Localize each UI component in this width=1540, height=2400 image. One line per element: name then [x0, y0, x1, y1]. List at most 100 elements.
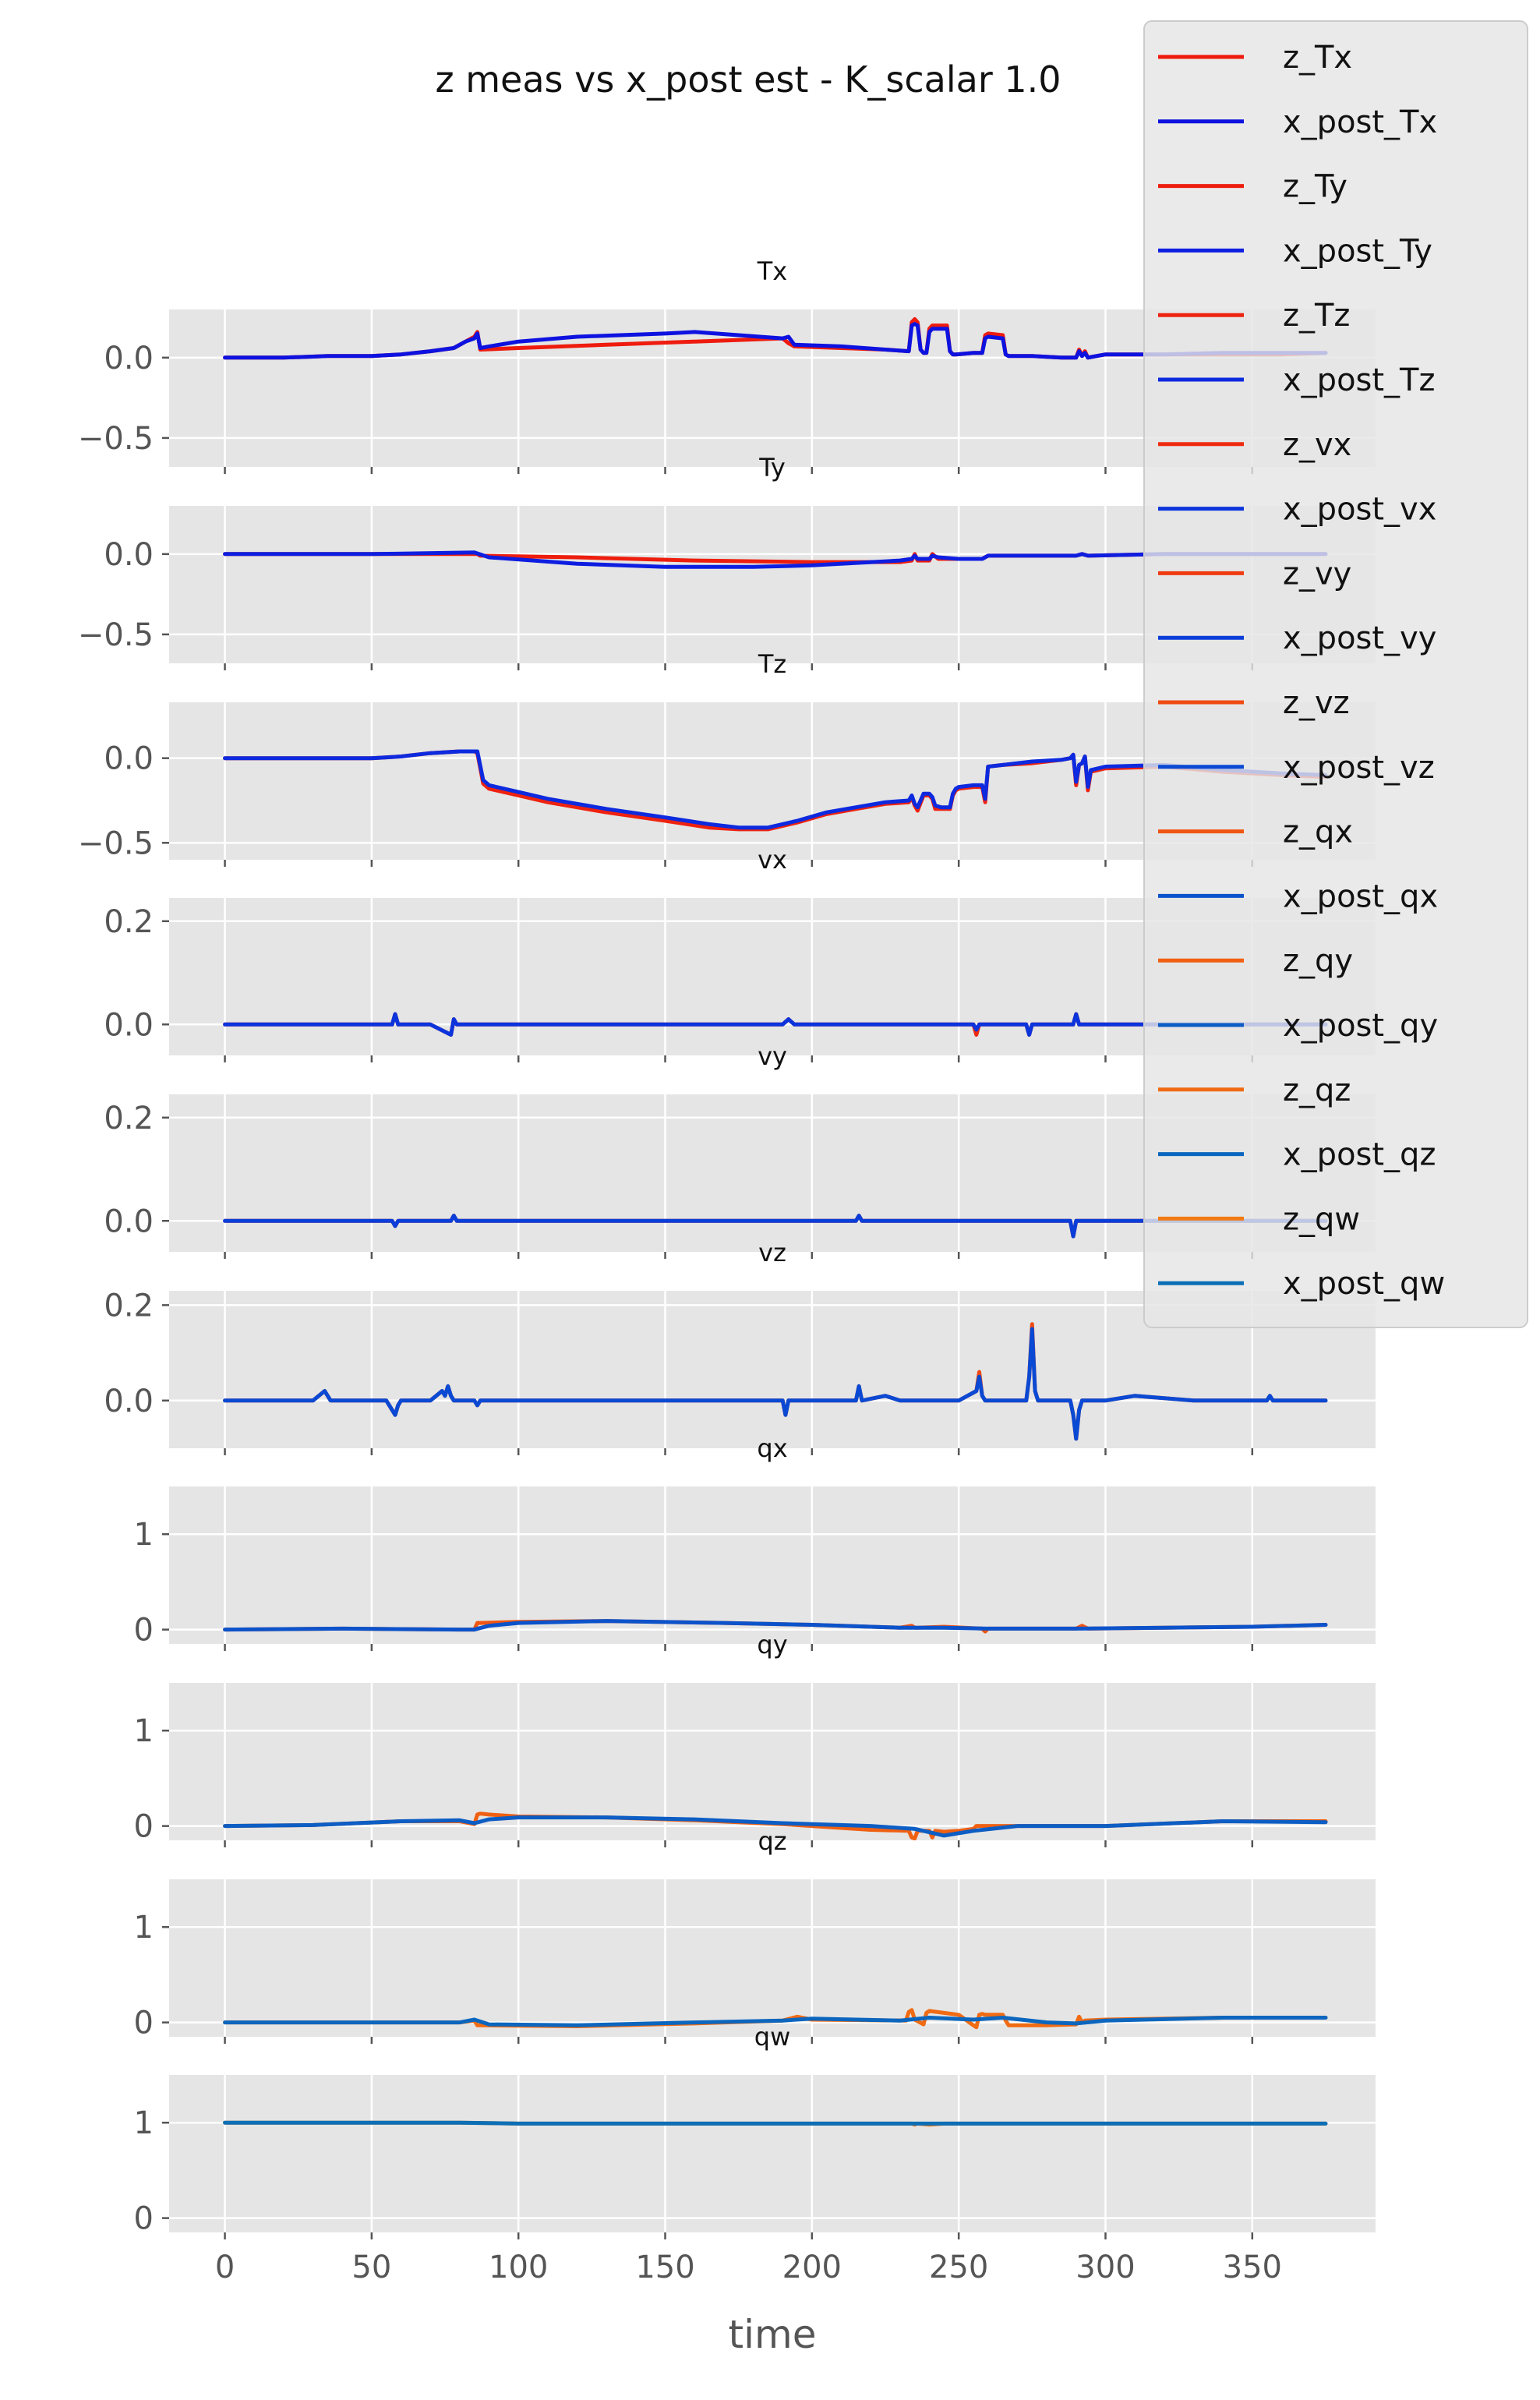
legend-item: z_vy	[1158, 556, 1351, 592]
subplot-background	[169, 1879, 1376, 2037]
series-line-x_post_Tx	[223, 322, 1328, 360]
legend-label: x_post_vy	[1283, 620, 1436, 656]
subplot-qy: 1 0 qy	[134, 1630, 1376, 1847]
legend-item: x_post_Tz	[1158, 362, 1436, 398]
series-line-x_post_qx	[223, 1619, 1328, 1632]
x-tick-label: 150	[635, 2250, 694, 2285]
legend-label: z_Tz	[1283, 298, 1350, 334]
subplot-title: qw	[754, 2022, 790, 2052]
legend-label: x_post_vx	[1283, 492, 1436, 528]
y-tick-label: 1	[134, 1517, 154, 1553]
legend-label: z_qz	[1283, 1073, 1351, 1108]
y-tick-label: 0.2	[104, 1288, 154, 1324]
subplot-title: Ty	[758, 453, 786, 482]
legend-item: z_vz	[1158, 685, 1350, 721]
legend-label: x_post_qy	[1283, 1008, 1438, 1044]
legend-label: x_post_Tz	[1283, 362, 1436, 398]
y-tick-label: 1	[134, 2105, 154, 2141]
series-line-x_post_qz	[223, 2016, 1328, 2027]
series-line-x_post_vz	[223, 1327, 1328, 1441]
x-tick-label: 250	[929, 2250, 988, 2285]
legend-item: x_post_qy	[1158, 1008, 1438, 1044]
subplot-background	[169, 1486, 1376, 1644]
subplot-qw: 1 0 qw	[134, 2022, 1376, 2239]
subplot-title: qz	[758, 1826, 786, 1856]
subplot-title: Tz	[758, 649, 786, 679]
legend-label: x_post_qw	[1283, 1266, 1445, 1302]
y-tick-label: 0.0	[104, 1204, 154, 1239]
y-tick-label: 0.0	[104, 1384, 154, 1419]
legend-item: x_post_Ty	[1158, 233, 1432, 269]
legend-label: z_vz	[1283, 685, 1350, 721]
series-group	[223, 749, 1328, 832]
x-tick-label: 300	[1076, 2250, 1135, 2285]
y-tick-label: 0.0	[104, 341, 154, 376]
legend-item: x_post_qx	[1158, 878, 1438, 914]
legend-item: z_Tx	[1158, 40, 1352, 76]
legend-item: x_post_qz	[1158, 1137, 1436, 1173]
subplot-background	[169, 1683, 1376, 1840]
legend-label: z_qy	[1283, 943, 1353, 979]
legend-item: z_Ty	[1158, 169, 1348, 205]
legend-item: z_Tz	[1158, 298, 1350, 334]
y-tick-label: 0.0	[104, 1007, 154, 1043]
legend-label: z_qw	[1283, 1201, 1360, 1237]
legend-label: x_post_qx	[1283, 878, 1438, 914]
series-group	[223, 1322, 1328, 1441]
subplot-title: vx	[758, 845, 787, 875]
y-tick-label: 0	[134, 2201, 154, 2237]
series-group	[223, 316, 1328, 360]
subplot-title: Tx	[757, 256, 787, 286]
legend-box	[1143, 20, 1528, 1328]
series-group	[223, 1619, 1328, 1634]
legend-label: x_post_vz	[1283, 750, 1435, 786]
legend-item: z_qw	[1158, 1201, 1360, 1237]
legend-label: z_Tx	[1283, 40, 1352, 76]
series-line-z_qy	[223, 1811, 1328, 1840]
y-tick-label: 0	[134, 2006, 154, 2041]
series-group	[223, 1214, 1328, 1239]
legend-label: x_post_qz	[1283, 1137, 1436, 1173]
figure-title: z meas vs x_post est - K_scalar 1.0	[435, 58, 1061, 101]
y-tick-label: 1	[134, 1713, 154, 1749]
legend-item: x_post_vy	[1158, 620, 1436, 656]
x-axis-label: time	[729, 2312, 817, 2357]
x-tick-label: 200	[782, 2250, 842, 2285]
subplot-title: vy	[758, 1041, 787, 1071]
y-tick-label: −0.5	[78, 421, 154, 457]
series-line-x_post_qy	[223, 1815, 1328, 1838]
series-group	[223, 1012, 1328, 1037]
subplot-background	[169, 2075, 1376, 2232]
legend-label: z_qx	[1283, 815, 1353, 850]
legend-item: x_post_vz	[1158, 750, 1435, 786]
series-line-x_post_Ty	[223, 550, 1328, 569]
x-tick-label: 100	[489, 2250, 548, 2285]
subplot-qx: 1 0 qx	[134, 1433, 1376, 1651]
legend-item: z_vx	[1158, 427, 1351, 463]
legend-label: z_vy	[1283, 556, 1351, 592]
x-tick-label: 0	[215, 2250, 235, 2285]
legend-label: z_Ty	[1283, 169, 1348, 205]
subplot-title: qy	[757, 1630, 787, 1659]
y-tick-label: 1	[134, 1910, 154, 1946]
legend-label: z_vx	[1283, 427, 1351, 463]
series-group	[223, 2120, 1328, 2127]
subplot-qz: 1 0 qz	[134, 1826, 1376, 2044]
y-tick-label: 0	[134, 1613, 154, 1649]
y-tick-label: 0.0	[104, 537, 154, 573]
y-tick-label: 0	[134, 1809, 154, 1845]
y-tick-label: −0.5	[78, 825, 154, 861]
series-line-x_post_vx	[223, 1012, 1328, 1037]
y-tick-label: −0.5	[78, 617, 154, 653]
subplot-title: qx	[757, 1433, 787, 1463]
legend: z_Tx x_post_Tx z_Ty x_post_Ty z_Tz x_post_Tzz…	[1143, 20, 1528, 1328]
legend-item: z_qz	[1158, 1073, 1351, 1108]
x-axis: 0 50 100 150 200 250 300 350 time	[215, 2250, 1282, 2357]
x-tick-label: 350	[1223, 2250, 1282, 2285]
legend-item: x_post_qw	[1158, 1266, 1445, 1302]
legend-item: x_post_vx	[1158, 492, 1436, 528]
legend-item: z_qy	[1158, 943, 1353, 979]
y-tick-label: 0.2	[104, 1101, 154, 1136]
series-group	[223, 550, 1328, 569]
